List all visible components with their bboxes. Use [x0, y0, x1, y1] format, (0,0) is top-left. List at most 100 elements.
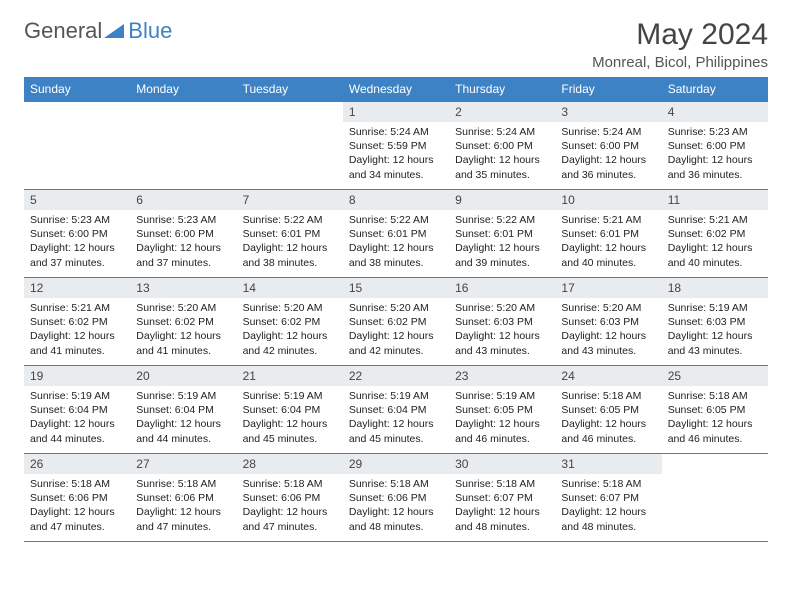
sunrise-line: Sunrise: 5:19 AM: [243, 389, 337, 403]
cell-body: Sunrise: 5:21 AMSunset: 6:02 PMDaylight:…: [662, 210, 768, 273]
day-number: 25: [662, 366, 768, 386]
calendar-row: 19Sunrise: 5:19 AMSunset: 6:04 PMDayligh…: [24, 366, 768, 454]
calendar-cell: 29Sunrise: 5:18 AMSunset: 6:06 PMDayligh…: [343, 454, 449, 542]
sunrise-line: Sunrise: 5:18 AM: [243, 477, 337, 491]
cell-body: Sunrise: 5:18 AMSunset: 6:06 PMDaylight:…: [343, 474, 449, 537]
sunrise-line: Sunrise: 5:24 AM: [455, 125, 549, 139]
day-number: 3: [555, 102, 661, 122]
page-title: May 2024: [592, 18, 768, 52]
sunrise-line: Sunrise: 5:23 AM: [136, 213, 230, 227]
daylight-line: Daylight: 12 hours and 37 minutes.: [30, 241, 124, 269]
daylight-line: Daylight: 12 hours and 36 minutes.: [561, 153, 655, 181]
daylight-line: Daylight: 12 hours and 43 minutes.: [668, 329, 762, 357]
sunrise-line: Sunrise: 5:20 AM: [455, 301, 549, 315]
day-number: 30: [449, 454, 555, 474]
daylight-line: Daylight: 12 hours and 43 minutes.: [455, 329, 549, 357]
daylight-line: Daylight: 12 hours and 35 minutes.: [455, 153, 549, 181]
brand-logo: General Blue: [24, 18, 172, 44]
page-header: General Blue May 2024 Monreal, Bicol, Ph…: [24, 18, 768, 71]
day-number: 18: [662, 278, 768, 298]
cell-body: Sunrise: 5:18 AMSunset: 6:07 PMDaylight:…: [449, 474, 555, 537]
sunrise-line: Sunrise: 5:18 AM: [349, 477, 443, 491]
location-text: Monreal, Bicol, Philippines: [592, 54, 768, 71]
sunrise-line: Sunrise: 5:21 AM: [668, 213, 762, 227]
calendar-cell: 31Sunrise: 5:18 AMSunset: 6:07 PMDayligh…: [555, 454, 661, 542]
calendar-cell: 24Sunrise: 5:18 AMSunset: 6:05 PMDayligh…: [555, 366, 661, 454]
day-number: 28: [237, 454, 343, 474]
calendar-cell: 10Sunrise: 5:21 AMSunset: 6:01 PMDayligh…: [555, 190, 661, 278]
day-number: 4: [662, 102, 768, 122]
calendar-row: 1Sunrise: 5:24 AMSunset: 5:59 PMDaylight…: [24, 102, 768, 190]
sunrise-line: Sunrise: 5:19 AM: [136, 389, 230, 403]
calendar-cell: 16Sunrise: 5:20 AMSunset: 6:03 PMDayligh…: [449, 278, 555, 366]
cell-body: Sunrise: 5:20 AMSunset: 6:02 PMDaylight:…: [130, 298, 236, 361]
calendar-cell: [662, 454, 768, 542]
day-number: 21: [237, 366, 343, 386]
sunrise-line: Sunrise: 5:22 AM: [243, 213, 337, 227]
sunrise-line: Sunrise: 5:18 AM: [136, 477, 230, 491]
day-number: 15: [343, 278, 449, 298]
title-block: May 2024 Monreal, Bicol, Philippines: [592, 18, 768, 71]
sunset-line: Sunset: 6:00 PM: [561, 139, 655, 153]
day-header: Tuesday: [237, 77, 343, 102]
sunrise-line: Sunrise: 5:20 AM: [561, 301, 655, 315]
sunset-line: Sunset: 6:00 PM: [136, 227, 230, 241]
day-number: 7: [237, 190, 343, 210]
sunset-line: Sunset: 6:07 PM: [455, 491, 549, 505]
cell-body: Sunrise: 5:18 AMSunset: 6:06 PMDaylight:…: [130, 474, 236, 537]
daylight-line: Daylight: 12 hours and 34 minutes.: [349, 153, 443, 181]
calendar-cell: 30Sunrise: 5:18 AMSunset: 6:07 PMDayligh…: [449, 454, 555, 542]
sunset-line: Sunset: 6:07 PM: [561, 491, 655, 505]
sunrise-line: Sunrise: 5:18 AM: [561, 389, 655, 403]
sunset-line: Sunset: 6:06 PM: [30, 491, 124, 505]
calendar-cell: 1Sunrise: 5:24 AMSunset: 5:59 PMDaylight…: [343, 102, 449, 190]
day-header: Wednesday: [343, 77, 449, 102]
sunset-line: Sunset: 6:05 PM: [561, 403, 655, 417]
sunset-line: Sunset: 6:04 PM: [349, 403, 443, 417]
cell-body: Sunrise: 5:23 AMSunset: 6:00 PMDaylight:…: [662, 122, 768, 185]
calendar-cell: 21Sunrise: 5:19 AMSunset: 6:04 PMDayligh…: [237, 366, 343, 454]
daylight-line: Daylight: 12 hours and 41 minutes.: [136, 329, 230, 357]
sunset-line: Sunset: 6:05 PM: [455, 403, 549, 417]
day-number: 13: [130, 278, 236, 298]
cell-body: Sunrise: 5:22 AMSunset: 6:01 PMDaylight:…: [343, 210, 449, 273]
daylight-line: Daylight: 12 hours and 45 minutes.: [243, 417, 337, 445]
calendar-cell: 5Sunrise: 5:23 AMSunset: 6:00 PMDaylight…: [24, 190, 130, 278]
sunset-line: Sunset: 6:04 PM: [30, 403, 124, 417]
cell-body: Sunrise: 5:22 AMSunset: 6:01 PMDaylight:…: [449, 210, 555, 273]
day-number: 14: [237, 278, 343, 298]
cell-body: Sunrise: 5:20 AMSunset: 6:03 PMDaylight:…: [449, 298, 555, 361]
sunrise-line: Sunrise: 5:23 AM: [668, 125, 762, 139]
daylight-line: Daylight: 12 hours and 45 minutes.: [349, 417, 443, 445]
cell-body: Sunrise: 5:24 AMSunset: 6:00 PMDaylight:…: [555, 122, 661, 185]
cell-body: Sunrise: 5:18 AMSunset: 6:06 PMDaylight:…: [24, 474, 130, 537]
daylight-line: Daylight: 12 hours and 44 minutes.: [136, 417, 230, 445]
sunrise-line: Sunrise: 5:21 AM: [30, 301, 124, 315]
day-number: 26: [24, 454, 130, 474]
day-header: Thursday: [449, 77, 555, 102]
sunset-line: Sunset: 6:00 PM: [30, 227, 124, 241]
day-number: 11: [662, 190, 768, 210]
sunrise-line: Sunrise: 5:20 AM: [136, 301, 230, 315]
day-number: 23: [449, 366, 555, 386]
cell-body: Sunrise: 5:23 AMSunset: 6:00 PMDaylight:…: [130, 210, 236, 273]
calendar-cell: 14Sunrise: 5:20 AMSunset: 6:02 PMDayligh…: [237, 278, 343, 366]
sunset-line: Sunset: 6:06 PM: [136, 491, 230, 505]
calendar-head: SundayMondayTuesdayWednesdayThursdayFrid…: [24, 77, 768, 102]
cell-body: Sunrise: 5:19 AMSunset: 6:05 PMDaylight:…: [449, 386, 555, 449]
calendar-cell: 28Sunrise: 5:18 AMSunset: 6:06 PMDayligh…: [237, 454, 343, 542]
calendar-cell: 7Sunrise: 5:22 AMSunset: 6:01 PMDaylight…: [237, 190, 343, 278]
calendar-cell: 22Sunrise: 5:19 AMSunset: 6:04 PMDayligh…: [343, 366, 449, 454]
day-number: 19: [24, 366, 130, 386]
day-number: 22: [343, 366, 449, 386]
daylight-line: Daylight: 12 hours and 38 minutes.: [243, 241, 337, 269]
daylight-line: Daylight: 12 hours and 36 minutes.: [668, 153, 762, 181]
daylight-line: Daylight: 12 hours and 37 minutes.: [136, 241, 230, 269]
calendar-cell: 20Sunrise: 5:19 AMSunset: 6:04 PMDayligh…: [130, 366, 236, 454]
calendar-cell: 12Sunrise: 5:21 AMSunset: 6:02 PMDayligh…: [24, 278, 130, 366]
sunrise-line: Sunrise: 5:22 AM: [455, 213, 549, 227]
cell-body: Sunrise: 5:24 AMSunset: 5:59 PMDaylight:…: [343, 122, 449, 185]
daylight-line: Daylight: 12 hours and 39 minutes.: [455, 241, 549, 269]
calendar-cell: [130, 102, 236, 190]
calendar-cell: 2Sunrise: 5:24 AMSunset: 6:00 PMDaylight…: [449, 102, 555, 190]
